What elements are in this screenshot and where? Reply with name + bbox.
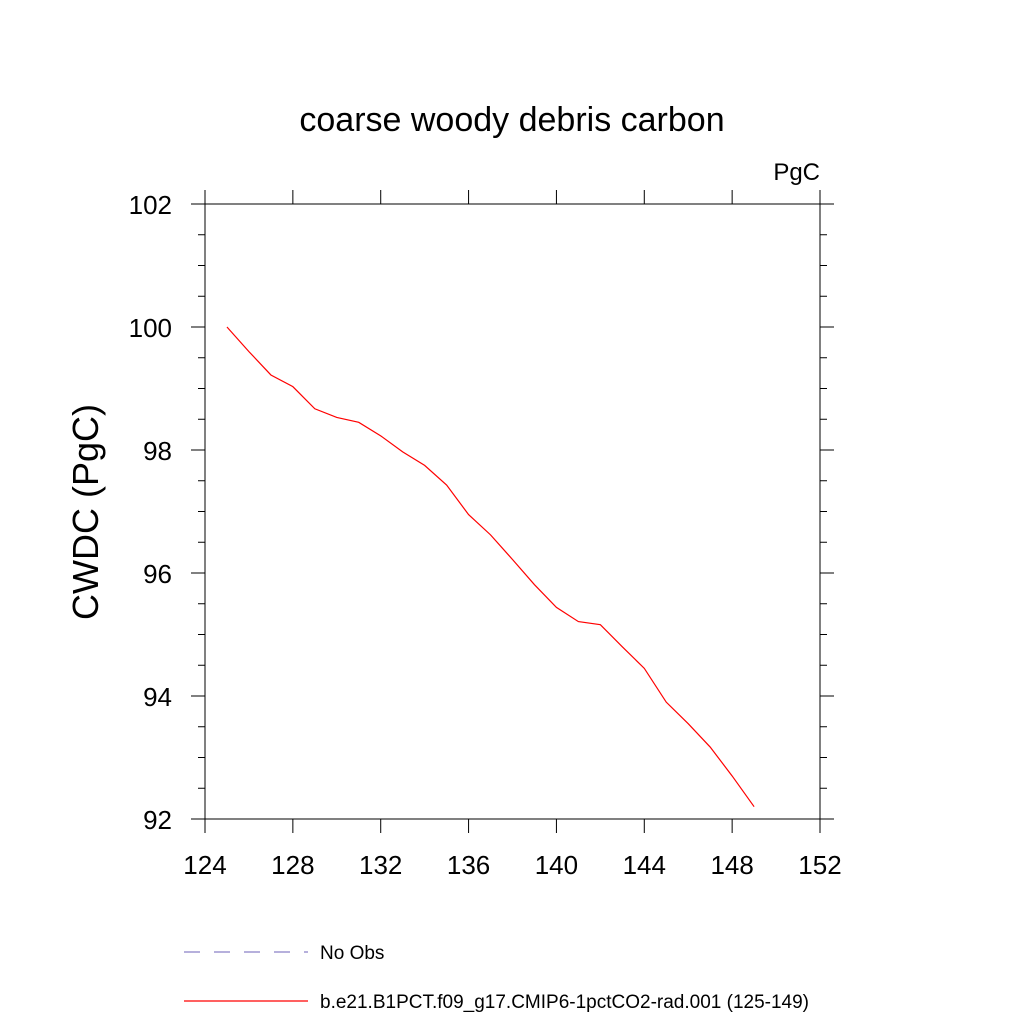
series-line [226,326,755,808]
x-tick-label: 144 [623,850,666,880]
plot-frame [204,203,821,820]
y-tick-label: 100 [129,313,172,343]
units-label: PgC [773,159,820,186]
x-tick-label: 124 [183,850,226,880]
legend-label: b.e21.B1PCT.f09_g17.CMIP6-1pctCO2-rad.00… [320,992,809,1013]
axis-tick-labels: 124 128 132 136 140 144 148 152 92 94 96 98 100 102 [129,190,842,880]
y-tick-label: 98 [143,436,172,466]
y-tick-label: 96 [143,559,172,589]
y-axis-label: CWDC (PgC) [65,404,106,620]
plot-series [226,326,755,808]
legend-label: No Obs [320,943,384,964]
axis-ticks [191,190,834,833]
x-tick-label: 132 [359,850,402,880]
x-tick-label: 148 [710,850,753,880]
x-tick-label: 136 [447,850,490,880]
legend: No Obs b.e21.B1PCT.f09_g17.CMIP6-1pctCO2-… [184,943,809,1013]
x-tick-label: 140 [535,850,578,880]
y-tick-label: 92 [143,805,172,835]
y-tick-label: 102 [129,190,172,220]
x-tick-label: 152 [798,850,841,880]
y-tick-label: 94 [143,682,172,712]
x-tick-label: 128 [271,850,314,880]
chart-title: coarse woody debris carbon [299,101,724,139]
